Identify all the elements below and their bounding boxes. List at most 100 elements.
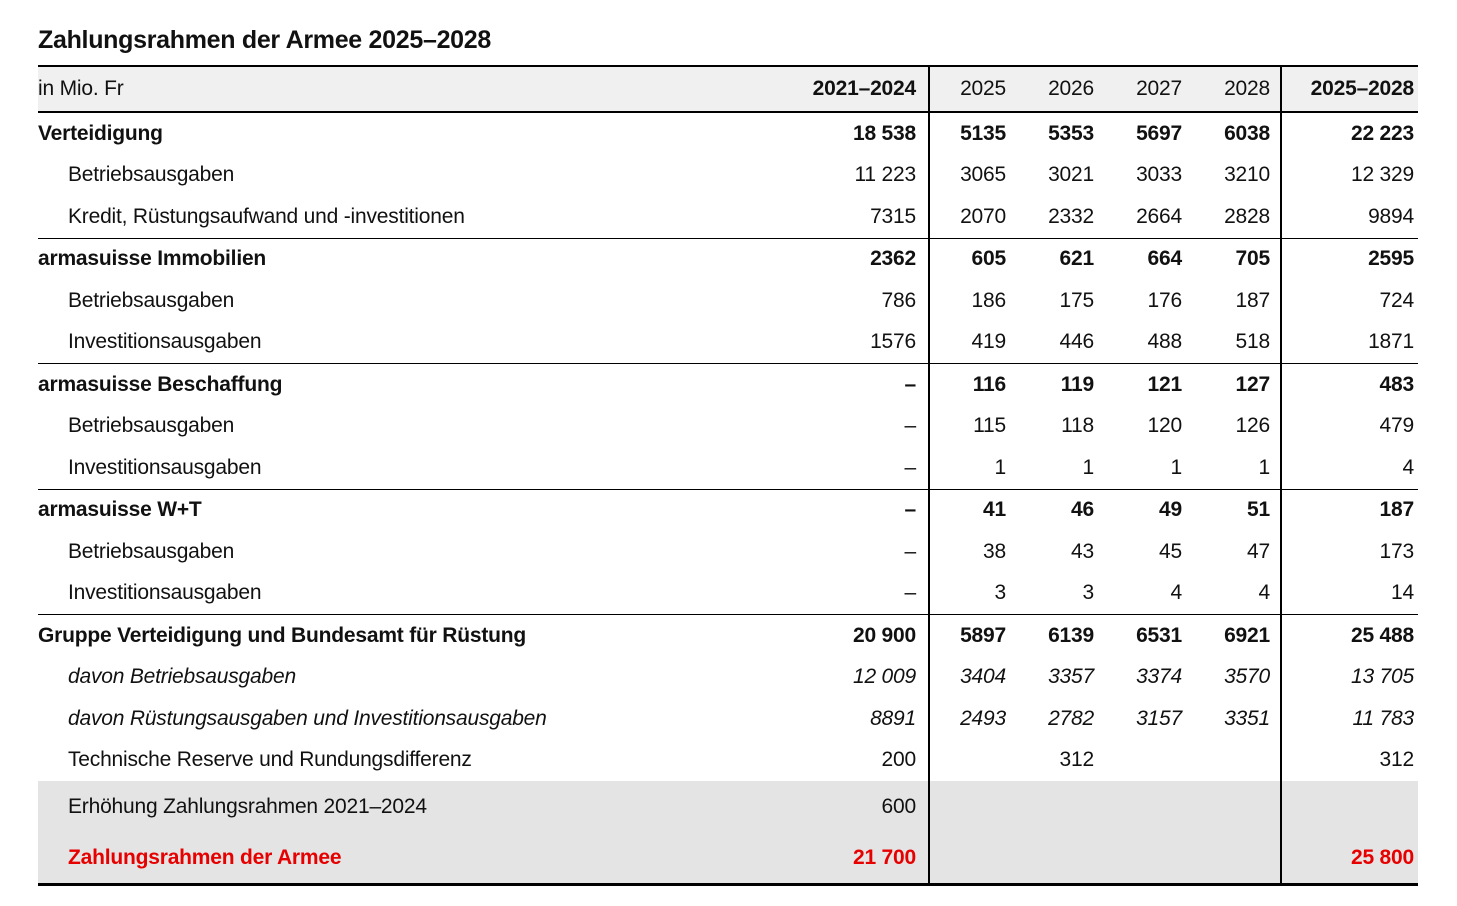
value-cell	[928, 739, 1016, 781]
value-cell: 1	[1170, 455, 1183, 479]
value-cell: 6038	[1224, 121, 1270, 145]
table-row-armasuisse-immobilien: armasuisse Immobilien 2362 605 621 664 7…	[38, 237, 1418, 280]
value-cell: 419	[928, 321, 1016, 363]
value-cell: 12 009	[852, 665, 916, 689]
payment-framework-table: in Mio. Fr 2021–2024 2025 2026 2027 2028…	[38, 65, 1418, 886]
table-row-erhoehung-zahlungsrahmen: Erhöhung Zahlungsrahmen 2021–2024 600	[38, 781, 1418, 832]
row-label: armasuisse Beschaffung	[38, 372, 283, 396]
value-cell: 9894	[1280, 196, 1418, 238]
value-cell: 118	[1061, 414, 1094, 438]
value-cell: 45	[1159, 539, 1182, 563]
value-cell: 1	[928, 447, 1016, 489]
value-cell: 49	[1159, 498, 1182, 522]
value-cell: 22 223	[1280, 113, 1418, 155]
value-cell: 3570	[1224, 665, 1270, 689]
value-cell: 43	[1071, 539, 1094, 563]
row-label: Betriebsausgaben	[68, 414, 235, 438]
value-cell: –	[904, 372, 917, 396]
value-cell: 1576	[870, 330, 916, 354]
row-label: Erhöhung Zahlungsrahmen 2021–2024	[68, 794, 427, 818]
row-label: Zahlungsrahmen der Armee	[68, 845, 342, 869]
value-cell: 2664	[1136, 204, 1182, 228]
table-row-betriebsausgaben: Betriebsausgaben 11 223 3065 3021 3033 3…	[38, 154, 1418, 196]
value-cell	[928, 781, 1016, 832]
table-row-investitionsausgaben: Investitionsausgaben – 1 1 1 1 4	[38, 447, 1418, 489]
row-label: Kredit, Rüstungsaufwand und -investition…	[68, 204, 465, 228]
value-cell: 121	[1147, 372, 1183, 396]
table-row-gruppe-verteidigung: Gruppe Verteidigung und Bundesamt für Rü…	[38, 614, 1418, 657]
table-row-betriebsausgaben: Betriebsausgaben – 38 43 45 47 173	[38, 531, 1418, 573]
value-cell	[1280, 781, 1418, 832]
value-cell: 621	[1059, 247, 1095, 271]
value-cell: 25 488	[1280, 615, 1418, 657]
value-cell: 3	[928, 572, 1016, 614]
value-cell: 2070	[928, 196, 1016, 238]
value-cell: 483	[1280, 364, 1418, 406]
value-cell: 3	[1082, 581, 1095, 605]
value-cell: 705	[1235, 247, 1271, 271]
value-cell: 312	[1059, 748, 1095, 772]
col-header-2025-2028: 2025–2028	[1280, 67, 1418, 111]
value-cell: 312	[1280, 739, 1418, 781]
value-cell: –	[904, 414, 917, 438]
row-label: Gruppe Verteidigung und Bundesamt für Rü…	[38, 623, 526, 647]
col-header-2026: 2026	[1048, 77, 1094, 100]
value-cell: 2493	[928, 698, 1016, 740]
value-cell: 1	[1082, 455, 1095, 479]
value-cell: 187	[1235, 288, 1271, 312]
value-cell: –	[904, 455, 917, 479]
table-row-davon-betriebsausgaben: davon Betriebsausgaben 12 009 3404 3357 …	[38, 656, 1418, 698]
value-cell: –	[904, 498, 917, 522]
table-row-zahlungsrahmen-total: Zahlungsrahmen der Armee 21 700 25 800	[38, 832, 1418, 886]
value-cell: 488	[1147, 330, 1183, 354]
value-cell: 3157	[1136, 706, 1182, 730]
value-cell: 2782	[1048, 706, 1094, 730]
table-row-kredit: Kredit, Rüstungsaufwand und -investition…	[38, 196, 1418, 238]
value-cell: 5135	[928, 113, 1016, 155]
table-row-armasuisse-wt: armasuisse W+T – 41 46 49 51 187	[38, 488, 1418, 531]
value-cell: 3351	[1224, 706, 1270, 730]
value-cell: 51	[1247, 498, 1270, 522]
value-cell	[928, 832, 1016, 883]
value-cell: 186	[928, 280, 1016, 322]
value-cell: 446	[1059, 330, 1095, 354]
value-cell: 176	[1147, 288, 1183, 312]
value-cell	[1104, 781, 1192, 832]
row-label: Investitionsausgaben	[68, 581, 262, 605]
value-cell: 6531	[1136, 623, 1182, 647]
value-cell: 5353	[1048, 121, 1094, 145]
value-cell: 6921	[1224, 623, 1270, 647]
col-header-2027: 2027	[1136, 77, 1182, 100]
value-cell: 11 783	[1280, 698, 1418, 740]
value-cell: 1871	[1280, 321, 1418, 363]
value-cell: –	[904, 539, 917, 563]
value-cell: 20 900	[852, 623, 916, 647]
value-cell: 3033	[1136, 163, 1182, 187]
value-cell: 187	[1280, 489, 1418, 531]
value-cell	[1104, 740, 1192, 782]
row-label: Betriebsausgaben	[68, 288, 235, 312]
value-cell: 38	[928, 531, 1016, 573]
unit-label: in Mio. Fr	[38, 77, 124, 100]
value-cell	[1192, 832, 1280, 883]
value-cell: 18 538	[852, 121, 916, 145]
value-cell: 2595	[1280, 238, 1418, 280]
value-cell: 115	[928, 405, 1016, 447]
value-cell: 2362	[870, 247, 916, 271]
value-cell: 3065	[928, 154, 1016, 196]
value-cell: 13 705	[1280, 656, 1418, 698]
row-label: davon Rüstungsausgaben und Investitionsa…	[68, 706, 547, 730]
value-cell: 119	[1060, 372, 1094, 396]
col-header-2028: 2028	[1224, 77, 1270, 100]
table-row-investitionsausgaben: Investitionsausgaben – 3 3 4 4 14	[38, 572, 1418, 614]
table-row-betriebsausgaben: Betriebsausgaben 786 186 175 176 187 724	[38, 280, 1418, 322]
value-cell: 41	[928, 489, 1016, 531]
value-cell: 5697	[1136, 121, 1182, 145]
value-cell: 127	[1235, 372, 1271, 396]
value-cell: 3404	[928, 656, 1016, 698]
value-cell	[1016, 781, 1104, 832]
value-cell: 2828	[1224, 204, 1270, 228]
value-cell: 600	[881, 794, 917, 818]
value-cell: 664	[1147, 247, 1183, 271]
